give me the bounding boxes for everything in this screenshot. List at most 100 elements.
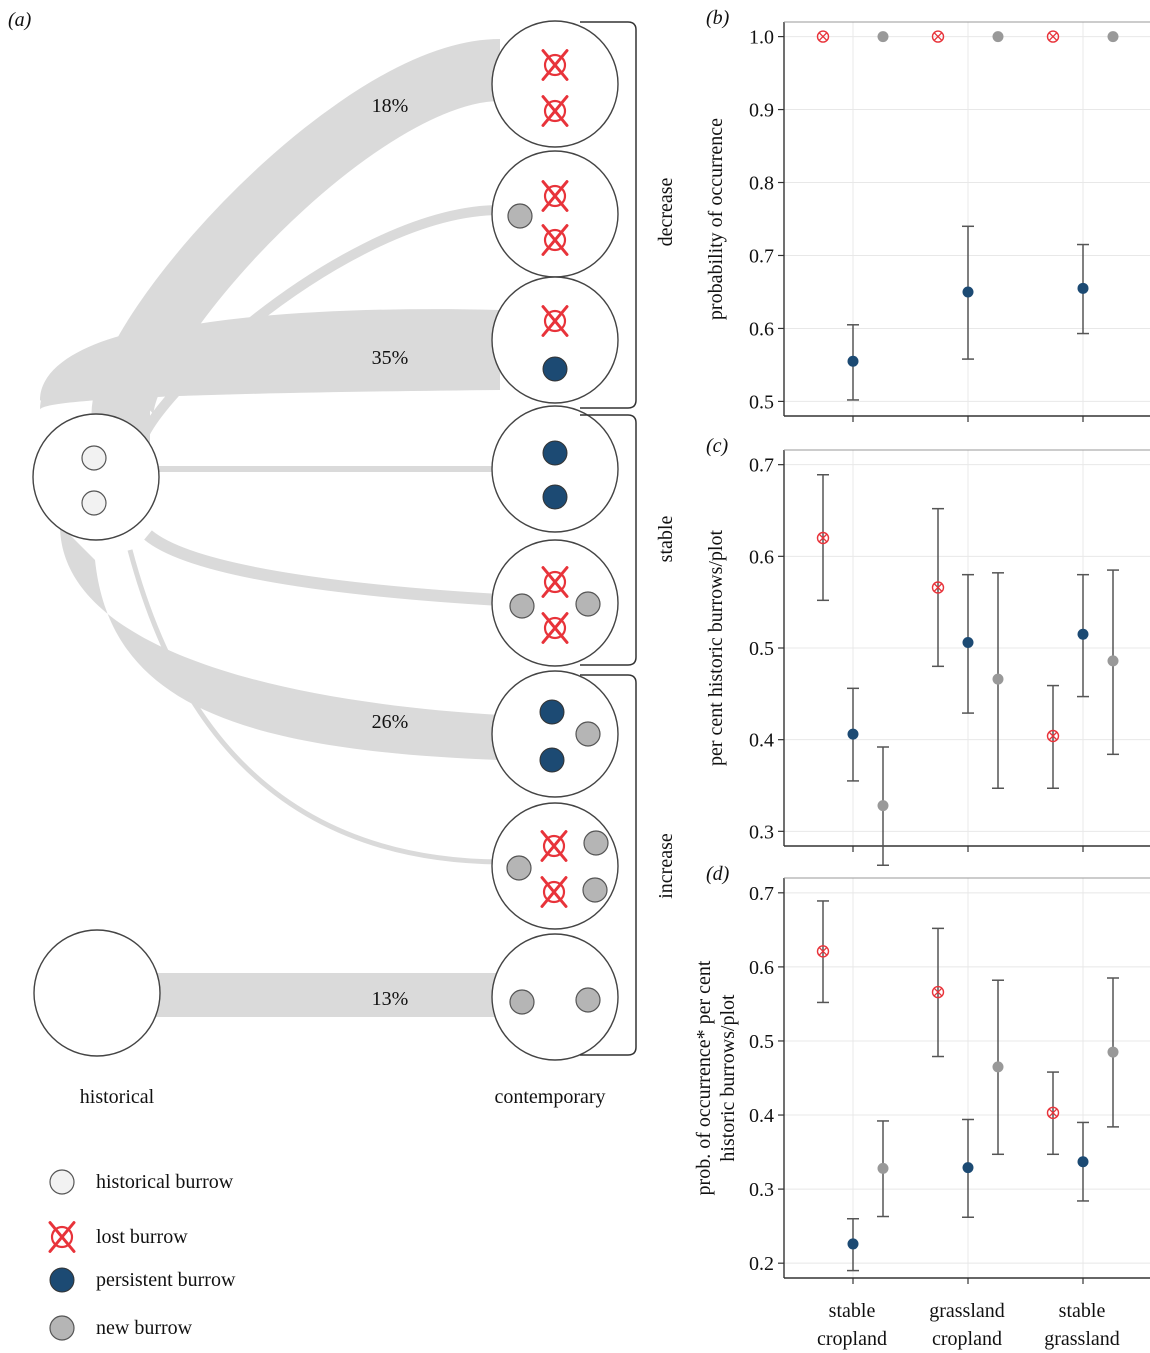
contemporary-node-1-burrow-2 — [541, 95, 569, 127]
panel-label: (b) — [706, 7, 730, 29]
contemporary-node-7-burrow-1 — [506, 855, 532, 881]
x-tick-label-3-line-2: grassland — [1044, 1328, 1120, 1350]
historical-burrow-dot — [49, 1169, 75, 1195]
plot-background — [784, 878, 1150, 1278]
persistent-burrow-dot — [539, 747, 565, 773]
persistent-burrow-dot — [542, 440, 568, 466]
panel-label: (c) — [706, 435, 729, 457]
contemporary-node-8-burrow-1 — [509, 989, 535, 1015]
contemporary-node-5-burrow-3 — [541, 612, 569, 644]
contemporary-node-2-burrow-1 — [507, 203, 533, 229]
y-tick-label: 0.4 — [749, 730, 774, 752]
data-point-new — [877, 800, 889, 812]
column-label-contemporary: contemporary — [494, 1086, 605, 1108]
y-tick-label: 0.3 — [749, 1179, 774, 1201]
lost-burrow-cross-b — [541, 566, 569, 598]
y-tick-label: 0.8 — [749, 173, 774, 195]
flow-percent-3: 35% — [372, 347, 409, 369]
contemporary-node-5-burrow-1 — [509, 593, 535, 619]
y-tick-label: 0.5 — [749, 1031, 774, 1053]
group-label-stable: stable — [655, 516, 677, 563]
historical-node-burrow-2 — [81, 490, 107, 516]
lost-burrow-ring — [543, 99, 567, 123]
group-brackets: decrease stable increase — [580, 21, 677, 1056]
flow-percent-labels: 18% 35% 26% 13% — [372, 95, 409, 1010]
data-point-new — [1107, 1046, 1119, 1058]
contemporary-node-8-burrow-2 — [575, 987, 601, 1013]
chart-panel-3: 0.2 0.3 0.4 0.5 0.6 0.7 (d) prob. of occurrence… — [693, 863, 1150, 1284]
flow-percent-1: 18% — [372, 95, 409, 117]
data-point-persistent — [962, 637, 974, 648]
bracket-increase — [580, 674, 637, 1056]
legend-label-new: new burrow — [96, 1317, 193, 1339]
lost-burrow-ring — [542, 880, 566, 904]
lost-burrow-ring — [543, 53, 567, 77]
point-ring — [931, 581, 945, 594]
contemporary-node-2-burrow-2 — [541, 180, 569, 212]
data-point-persistent — [847, 728, 859, 740]
group-label-increase: increase — [655, 833, 677, 899]
flow-ribbons — [40, 39, 502, 1017]
data-point-new — [992, 31, 1004, 43]
legend-label-lost: lost burrow — [96, 1226, 188, 1248]
contemporary-node-6-burrow-3 — [539, 747, 565, 773]
point-cross-b — [933, 583, 943, 592]
lost-burrow-cross-b — [541, 49, 569, 81]
historical-burrow-dot — [81, 445, 107, 471]
point-ring — [1046, 729, 1060, 743]
contemporary-node-6 — [491, 670, 619, 798]
point-cross-b — [818, 32, 828, 42]
flow-percent-8: 13% — [372, 988, 409, 1010]
historical-burrow-dot — [81, 490, 107, 516]
data-point-persistent — [847, 1238, 859, 1250]
data-point-lost — [1046, 30, 1060, 43]
legend-icon-lost — [48, 1221, 76, 1253]
data-point-new — [992, 1061, 1004, 1073]
y-tick-label: 0.5 — [749, 391, 774, 413]
data-point-lost — [1046, 1106, 1060, 1120]
new-burrow-dot — [506, 855, 532, 881]
y-tick-label: 0.7 — [749, 455, 774, 477]
contemporary-node-5-burrow-4 — [575, 591, 601, 617]
data-point-lost — [931, 30, 945, 43]
contemporary-node-1 — [491, 20, 619, 148]
x-tick-label-3-line-1: stable — [1059, 1300, 1106, 1322]
y-axis-label-line-1: prob. of occurrence* per cent — [693, 960, 715, 1195]
y-tick-label: 1.0 — [749, 27, 774, 49]
y-tick-label: 0.6 — [749, 546, 774, 568]
new-burrow-dot — [49, 1315, 75, 1341]
data-point-persistent — [847, 355, 859, 367]
lost-burrow-ring — [543, 309, 567, 333]
data-point-lost — [931, 985, 945, 999]
new-burrow-dot — [509, 989, 535, 1015]
x-tick-label-1-line-2: cropland — [817, 1328, 887, 1350]
flow-percent-6: 26% — [372, 711, 409, 733]
point-ring — [816, 531, 830, 545]
data-point-persistent — [1077, 628, 1089, 640]
contemporary-node-2-burrow-3 — [541, 224, 569, 256]
lost-burrow-cross-b — [540, 830, 568, 862]
y-axis-label: per cent historic burrows/plot — [705, 530, 727, 766]
historical-node-two-burrows — [32, 413, 160, 541]
y-axis-label-line-2: historic burrows/plot — [717, 994, 739, 1162]
data-point-persistent — [962, 1162, 974, 1174]
x-tick-label-2-line-1: grassland — [929, 1300, 1005, 1322]
x-tick-label-1-line-1: stable — [829, 1300, 876, 1322]
panel-label: (d) — [706, 863, 730, 885]
data-point-lost — [1046, 729, 1060, 743]
data-point-lost — [931, 581, 945, 594]
new-burrow-dot — [507, 203, 533, 229]
contemporary-node-7-burrow-4 — [540, 876, 568, 908]
persistent-burrow-dot — [542, 356, 568, 382]
data-point-new — [1107, 31, 1119, 43]
data-point-persistent — [1077, 282, 1089, 294]
y-tick-label: 0.4 — [749, 1105, 774, 1127]
legend-icon-persistent — [49, 1267, 75, 1293]
contemporary-node-6-burrow-1 — [539, 699, 565, 725]
point-ring — [1046, 1106, 1060, 1120]
persistent-burrow-dot — [542, 484, 568, 510]
contemporary-node-3 — [491, 276, 619, 404]
contemporary-node-4 — [491, 405, 619, 533]
x-axis-tick-labels: stable cropland grassland cropland stable gra… — [817, 1300, 1120, 1350]
